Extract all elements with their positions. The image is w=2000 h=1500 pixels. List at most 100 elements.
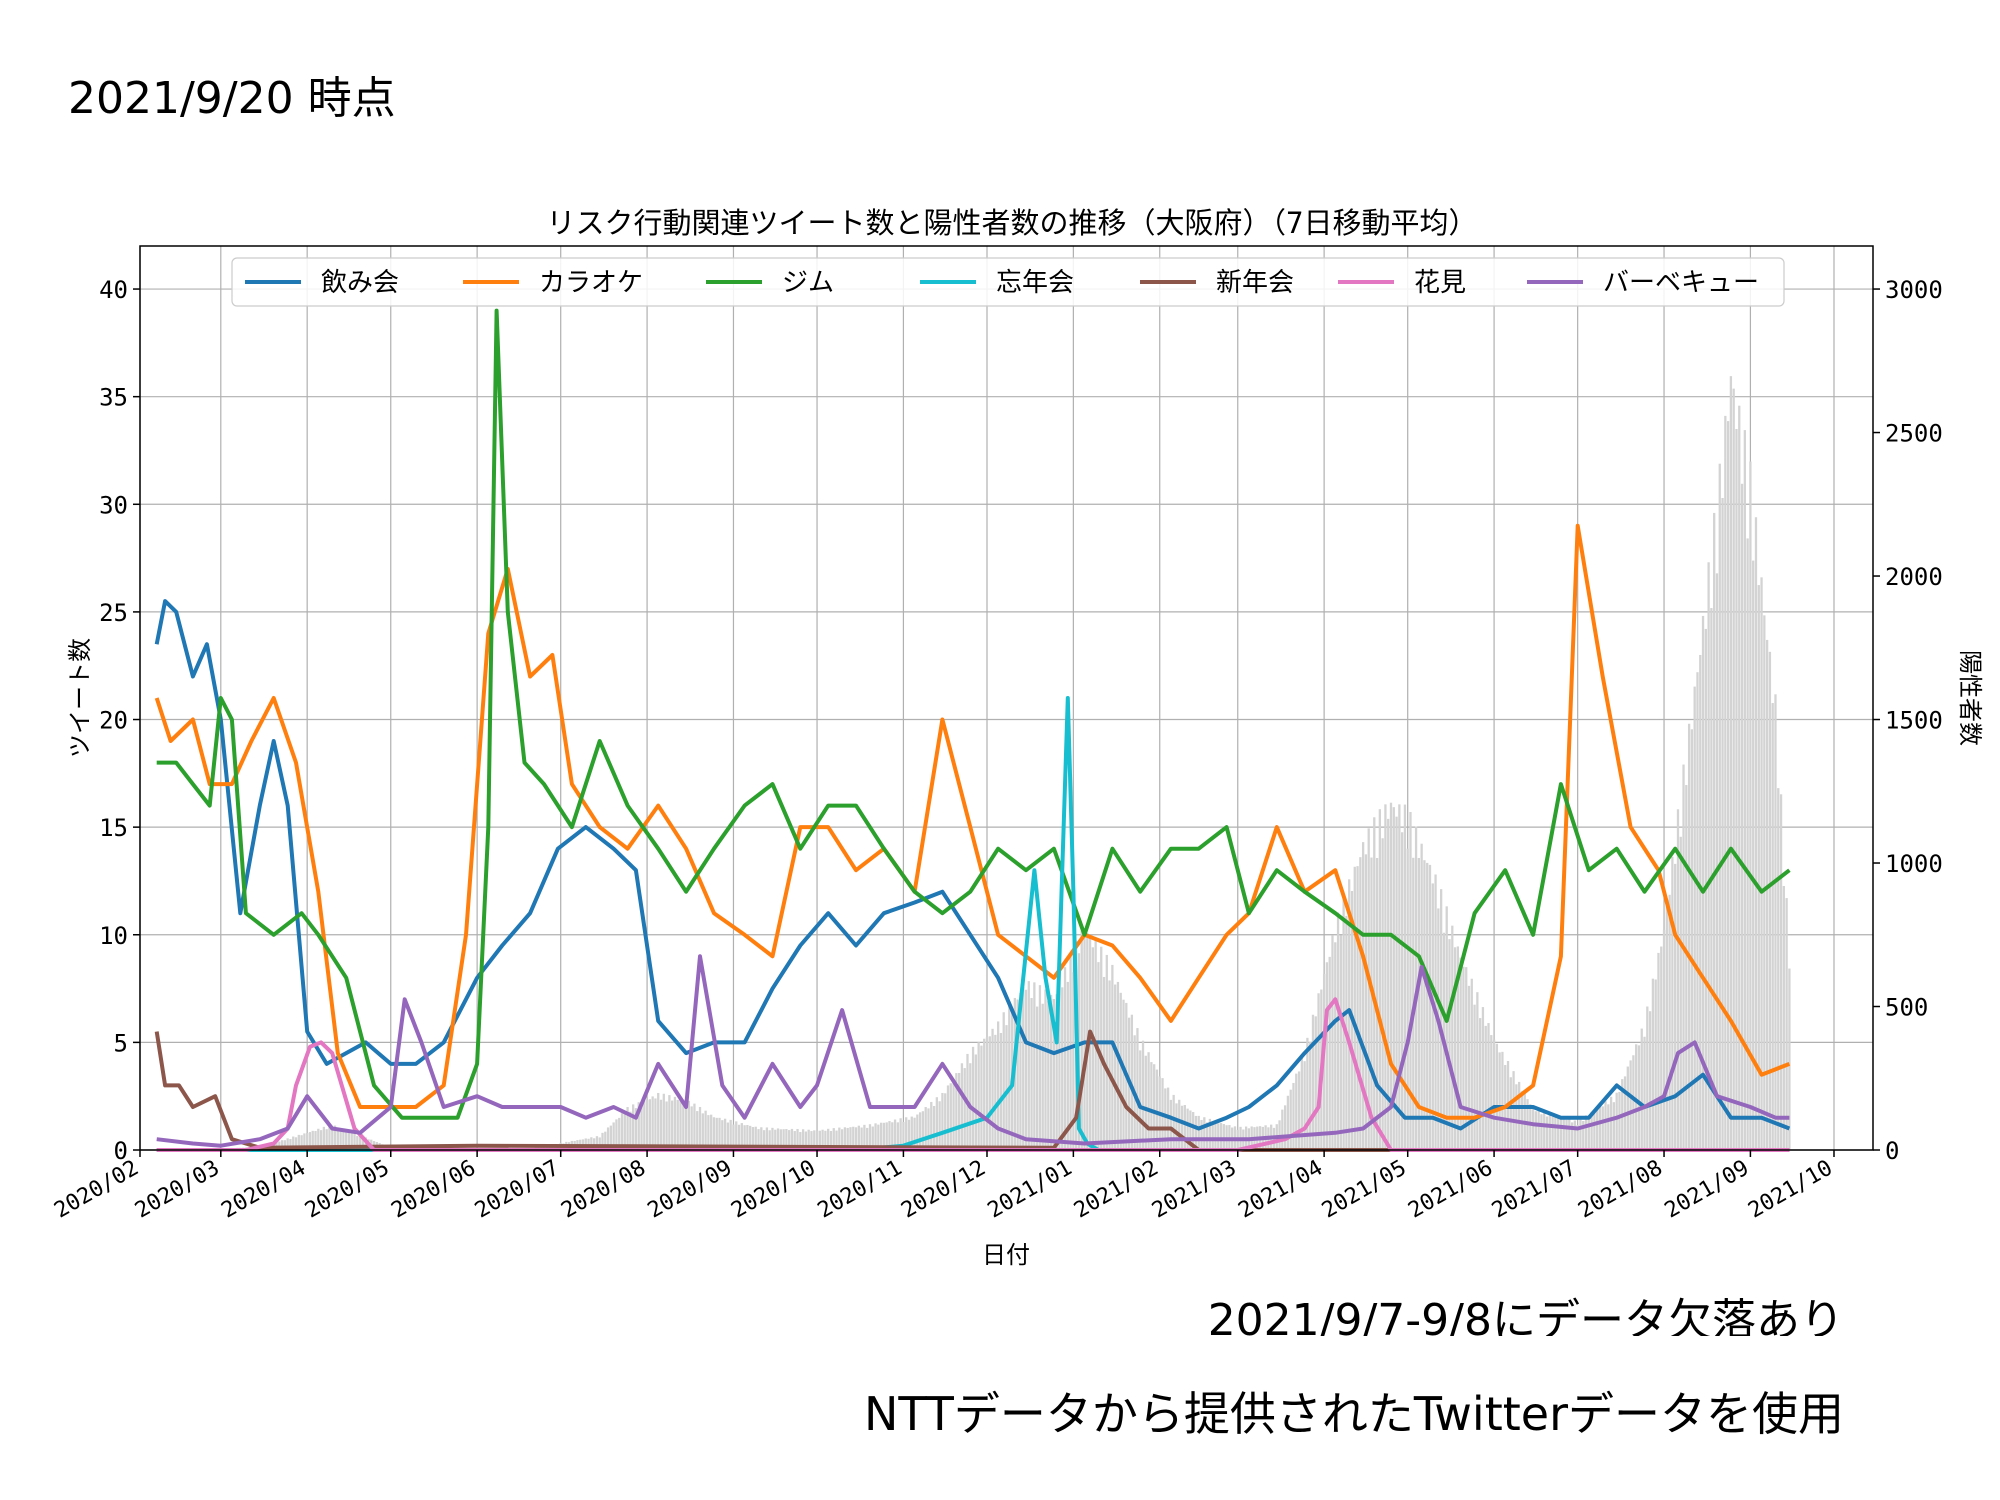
- positives-bar: [336, 1127, 339, 1150]
- positives-bar: [1328, 956, 1331, 1150]
- positives-bar: [1141, 1040, 1145, 1150]
- positives-bar: [634, 1108, 638, 1150]
- positives-bar: [1364, 854, 1368, 1150]
- positives-bar: [1027, 981, 1030, 1150]
- positives-bar: [1208, 1118, 1212, 1150]
- positives-bar: [339, 1128, 342, 1150]
- positives-bar: [1453, 947, 1457, 1150]
- x-axis-label: 日付: [982, 1241, 1030, 1269]
- positives-bar: [1529, 1104, 1532, 1150]
- positives-bar: [1467, 985, 1471, 1150]
- positives-bar: [1740, 483, 1744, 1150]
- gridlines: [139, 246, 1873, 1151]
- positives-bar: [1721, 497, 1724, 1150]
- positives-bar: [721, 1120, 724, 1150]
- legend-label: 忘年会: [996, 268, 1074, 298]
- x-tick-label: 2021/01: [984, 1156, 1077, 1224]
- positives-bar: [1531, 1107, 1535, 1150]
- positives-bar: [1186, 1108, 1189, 1150]
- positives-bar: [1495, 1043, 1499, 1150]
- positives-bar: [712, 1117, 716, 1150]
- positives-bar: [662, 1093, 665, 1150]
- positives-bar: [899, 1118, 902, 1150]
- positives-bar: [910, 1116, 913, 1150]
- positives-bar: [754, 1126, 757, 1150]
- positives-bar: [1069, 953, 1072, 1150]
- positives-bar: [659, 1099, 663, 1150]
- positives-bar: [813, 1130, 816, 1150]
- positives-bar: [1295, 1073, 1298, 1150]
- positives-bar: [325, 1129, 328, 1150]
- positives-bar: [726, 1122, 730, 1150]
- positives-bar: [347, 1131, 351, 1150]
- positives-bar: [1760, 577, 1763, 1150]
- positives-bar: [353, 1132, 356, 1150]
- positives-bar: [1019, 993, 1022, 1150]
- positives-bar: [1685, 785, 1688, 1150]
- positives-bar: [1311, 1014, 1315, 1150]
- positives-bar: [1609, 1096, 1613, 1150]
- positives-bar: [314, 1130, 317, 1150]
- positives-bar: [319, 1130, 323, 1150]
- positives-bar: [1648, 1011, 1652, 1150]
- positives-bar: [1768, 651, 1772, 1150]
- y2-tick-label: 1000: [1885, 850, 1943, 878]
- positives-bar: [1632, 1055, 1635, 1150]
- positives-bar: [1743, 430, 1746, 1150]
- positives-bar: [1172, 1094, 1175, 1150]
- x-tick-label: 2020/07: [471, 1156, 564, 1224]
- positives-bar: [1005, 1025, 1008, 1150]
- positives-bar: [590, 1137, 593, 1150]
- positives-bar: [1582, 1120, 1585, 1150]
- positives-bar: [994, 1034, 997, 1150]
- positives-bar: [297, 1134, 300, 1150]
- positives-bar: [1359, 857, 1362, 1150]
- x-tick-label: 2020/09: [644, 1156, 737, 1224]
- positives-bar: [1626, 1066, 1629, 1150]
- legend: 飲み会 カラオケ ジム 忘年会 新年会 花見 バーベキュー: [231, 257, 1785, 307]
- positives-bar: [1501, 1051, 1504, 1150]
- positives-bar: [1548, 1112, 1551, 1150]
- positives-bar: [824, 1130, 827, 1150]
- x-tick-label: 2021/02: [1070, 1156, 1163, 1224]
- positives-bar: [785, 1129, 788, 1150]
- positives-bar: [1643, 1036, 1646, 1150]
- y2-tick-label: 1500: [1885, 707, 1943, 735]
- positives-bar: [1671, 856, 1674, 1150]
- positives-bar: [1551, 1116, 1554, 1150]
- positives-bar: [1373, 817, 1376, 1150]
- positives-bar: [735, 1121, 738, 1150]
- positives-bar: [718, 1117, 721, 1150]
- positives-bar: [1788, 968, 1791, 1150]
- positives-bar: [651, 1096, 654, 1150]
- positives-bar: [952, 1078, 955, 1150]
- positives-bar: [626, 1107, 629, 1150]
- positives-bar: [1175, 1103, 1178, 1150]
- positives-bar: [835, 1130, 838, 1150]
- positives-bar: [1136, 1028, 1139, 1150]
- x-tick-label: 2020/12: [897, 1156, 990, 1224]
- positives-bar: [311, 1130, 314, 1150]
- positives-bar: [1100, 946, 1103, 1150]
- x-tick-label: 2021/05: [1318, 1156, 1411, 1224]
- positives-bar: [1779, 794, 1783, 1150]
- positives-bar: [1038, 985, 1042, 1150]
- x-tick-label: 2020/11: [814, 1156, 907, 1224]
- positives-bar: [963, 1068, 966, 1150]
- positives-bar: [988, 1036, 991, 1150]
- x-tick-label: 2020/06: [387, 1156, 480, 1224]
- positives-bar: [1403, 804, 1407, 1150]
- legend-label: カラオケ: [539, 268, 643, 298]
- positives-bar: [637, 1102, 640, 1150]
- positives-bar: [916, 1114, 919, 1150]
- positives-bar: [829, 1130, 833, 1150]
- positives-bar: [294, 1137, 298, 1150]
- positives-bar: [879, 1122, 883, 1150]
- positives-bar: [1297, 1071, 1301, 1150]
- positives-bar: [331, 1126, 334, 1150]
- positives-bar: [1049, 995, 1053, 1150]
- positives-bar: [852, 1126, 855, 1150]
- positives-bar: [1557, 1117, 1560, 1150]
- series-line: [156, 954, 1790, 1148]
- positives-bar: [913, 1117, 916, 1150]
